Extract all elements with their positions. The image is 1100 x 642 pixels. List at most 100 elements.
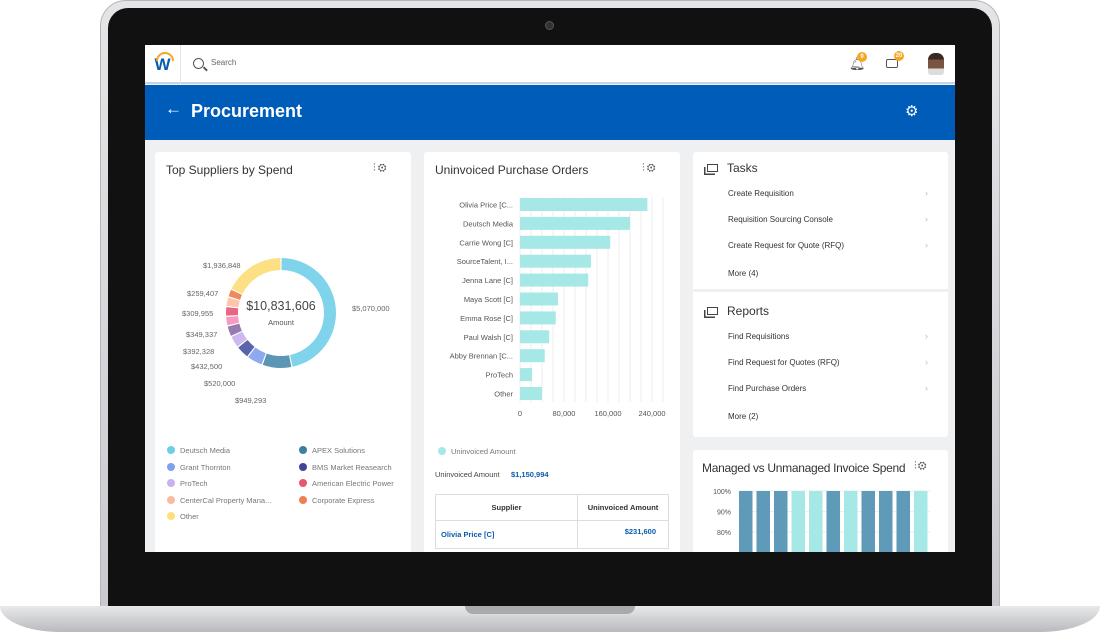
supplier-link[interactable]: Olivia Price [C] [435, 520, 578, 549]
gear-icon[interactable]: ⚙ [917, 460, 928, 472]
bar[interactable] [826, 491, 841, 552]
bar[interactable] [520, 330, 550, 344]
bar[interactable] [520, 368, 533, 382]
reports-more-link[interactable]: More (2) [728, 411, 759, 421]
legend-item[interactable]: ProTech [167, 479, 208, 488]
card-actions: ⫶⚙ [914, 460, 928, 473]
donut-segment[interactable] [226, 316, 240, 326]
donut-value-label: $949,293 [235, 396, 267, 405]
legend-item[interactable]: Corporate Express [299, 495, 375, 505]
managed-bar-chart: 100% 90% 80% [713, 489, 930, 552]
column-header[interactable]: Uninvoiced Amount [577, 494, 669, 521]
bar[interactable] [879, 491, 893, 552]
tasks-more-link[interactable]: More (4) [728, 268, 759, 278]
donut-segment[interactable] [238, 340, 255, 357]
inbox-icon[interactable]: 20 [886, 51, 904, 68]
bar[interactable] [520, 273, 589, 287]
bar[interactable] [520, 349, 545, 363]
search-input[interactable]: Search [211, 58, 237, 67]
donut-segment[interactable] [226, 307, 239, 316]
donut-segment[interactable] [228, 289, 243, 300]
gear-icon[interactable]: ⚙ [646, 162, 658, 174]
gear-icon[interactable]: ⚙ [377, 162, 389, 174]
legend-swatch [438, 447, 446, 455]
card-title: Top Suppliers by Spend [166, 163, 293, 177]
y-tick-label: 100% [713, 489, 731, 496]
filter-icon[interactable]: ⫶ [914, 460, 918, 472]
bar[interactable] [756, 491, 771, 552]
donut-segment[interactable] [248, 347, 266, 365]
column-header[interactable]: Supplier [435, 494, 578, 521]
reports-item[interactable]: Find Request for Quotes (RFQ) [728, 358, 918, 367]
bar[interactable] [896, 491, 911, 552]
avatar[interactable] [928, 53, 944, 75]
bar[interactable] [520, 311, 556, 325]
tasks-item[interactable]: Requisition Sourcing Console [728, 215, 918, 224]
bar[interactable] [520, 387, 542, 400]
filter-icon[interactable]: ⫶ [373, 162, 378, 174]
card-title: Uninvoiced Purchase Orders [435, 163, 589, 177]
category-label: Jenna Lane [C] [462, 276, 513, 285]
legend-item[interactable]: APEX Solutions [299, 446, 365, 455]
reports-item[interactable]: Find Requisitions [728, 332, 918, 341]
category-label: ProTech [485, 371, 513, 380]
donut-segment[interactable] [281, 258, 336, 367]
bar[interactable] [739, 491, 753, 552]
bar[interactable] [520, 254, 591, 268]
chevron-right-icon: › [925, 240, 928, 250]
uninvoiced-po-card: Uninvoiced Purchase Orders ⫶⚙ Olivia Pri… [424, 152, 680, 552]
tasks-item[interactable]: Create Requisition [728, 189, 918, 198]
bell-icon[interactable]: 🔔︎ 9 [849, 52, 867, 71]
legend-item[interactable]: Other [167, 512, 199, 521]
legend-item[interactable]: Grant Thornton [167, 462, 231, 472]
search-icon[interactable] [193, 58, 204, 69]
reports-title: Reports [727, 304, 770, 318]
bar[interactable] [791, 491, 806, 552]
donut-value-label: $432,500 [191, 362, 223, 371]
donut-total: $10,831,606 [246, 299, 316, 313]
donut-segment[interactable] [227, 323, 242, 336]
summary-value[interactable]: $1,150,994 [511, 470, 549, 479]
legend-swatch [299, 479, 307, 487]
legend-item[interactable]: CenterCal Property Mana... [167, 495, 271, 505]
bar[interactable] [844, 491, 858, 552]
tasks-title: Tasks [727, 161, 758, 175]
donut-value-label: $5,070,000 [352, 304, 390, 313]
legend-swatch [167, 462, 175, 471]
chevron-right-icon: › [925, 383, 928, 393]
workday-logo[interactable]: W [145, 45, 181, 84]
legend-swatch [167, 446, 175, 454]
bar[interactable] [809, 491, 823, 552]
legend-label: ProTech [180, 479, 208, 488]
tasks-item[interactable]: Create Request for Quote (RFQ) [728, 241, 918, 250]
bar[interactable] [520, 216, 630, 230]
legend-item[interactable]: American Electric Power [299, 479, 394, 488]
chevron-right-icon: › [925, 188, 928, 198]
legend-item[interactable]: Deutsch Media [167, 446, 230, 455]
bar[interactable] [520, 198, 648, 211]
bar[interactable] [861, 491, 876, 552]
donut-segment[interactable] [226, 297, 240, 308]
bar[interactable] [914, 491, 928, 552]
filter-icon[interactable]: ⫶ [642, 162, 647, 174]
back-arrow-icon[interactable]: ← [165, 99, 182, 118]
bar[interactable] [774, 491, 788, 552]
chevron-right-icon: › [925, 357, 928, 367]
gear-icon[interactable]: ⚙ [905, 103, 919, 120]
bar[interactable] [520, 235, 611, 249]
screen: W Search 🔔︎ 9 20 ← Procurement ⚙ Top Sup… [145, 45, 955, 552]
reports-item[interactable]: Find Purchase Orders [728, 384, 918, 393]
amount-link[interactable]: $231,600 [577, 520, 669, 549]
camera [545, 21, 554, 30]
tasks-icon [707, 164, 718, 172]
donut-segment[interactable] [231, 258, 281, 294]
donut-value-label: $1,936,848 [203, 261, 241, 270]
donut-segment[interactable] [231, 331, 247, 347]
legend-label: Corporate Express [312, 495, 375, 505]
donut-value-label: $259,407 [187, 289, 219, 298]
legend-item[interactable]: BMS Market Reasearch [299, 462, 392, 472]
bar[interactable] [520, 292, 558, 306]
notification-badge: 9 [857, 52, 867, 62]
x-tick-label: 80,000 [553, 409, 576, 418]
donut-segment[interactable] [262, 353, 292, 368]
